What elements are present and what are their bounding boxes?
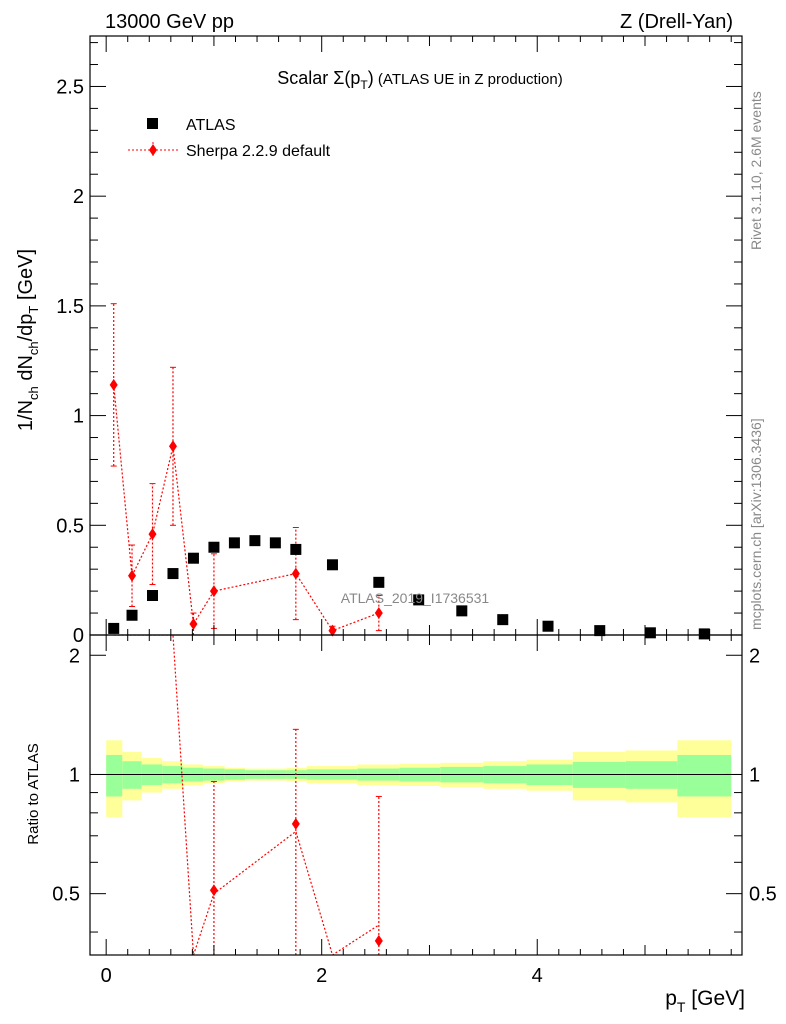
xlabel-b: [GeV] xyxy=(685,987,745,1010)
ylabel-c-sub: T xyxy=(26,306,41,314)
atlas-point xyxy=(147,590,159,602)
ratio-sherpa-point xyxy=(209,884,218,897)
legend-atlas-label: ATLAS xyxy=(186,117,236,134)
atlas-point xyxy=(126,609,138,621)
atlas-point xyxy=(228,537,240,549)
y-axis-label: 1/Nch dNch/dpT [GeV] xyxy=(15,249,41,431)
rivet-label: Rivet 3.1.10, 2.6M events xyxy=(748,91,764,250)
ratio-y-tick-label-right: 0.5 xyxy=(749,884,777,906)
ratio-sherpa-point xyxy=(374,934,383,947)
y-tick-label: 2 xyxy=(73,186,84,208)
sherpa-point xyxy=(148,528,157,541)
legend-sherpa-label: Sherpa 2.2.9 default xyxy=(186,143,331,160)
atlas-point xyxy=(497,614,509,626)
mcplots-label: mcplots.cern.ch [arXiv:1306.3436] xyxy=(748,418,764,630)
sherpa-point xyxy=(209,585,218,598)
x-axis-label: pT [GeV] xyxy=(665,987,745,1015)
sherpa-point xyxy=(168,440,177,453)
ratio-y-tick-label-left: 1 xyxy=(69,764,80,786)
ylabel-c: /dp xyxy=(15,314,37,342)
atlas-point xyxy=(326,559,338,571)
ylabel-d: [GeV] xyxy=(15,249,37,306)
y-tick-label: 0.5 xyxy=(56,515,84,537)
x-tick-label: 4 xyxy=(532,965,543,987)
atlas-point xyxy=(269,537,281,549)
analysis-watermark: ATLAS_2019_I1736531 xyxy=(341,590,490,606)
ratio-y-tick-label-right: 1 xyxy=(749,764,760,786)
sherpa-point xyxy=(374,607,383,620)
ratio-sherpa-series xyxy=(113,635,383,955)
atlas-point xyxy=(456,605,468,617)
atlas-point xyxy=(413,594,425,606)
atlas-point xyxy=(542,620,554,632)
main-series xyxy=(108,303,710,640)
header-right: Z (Drell-Yan) xyxy=(620,11,733,33)
xlabel-a: p xyxy=(665,987,677,1010)
legend-sherpa-marker xyxy=(149,144,157,156)
y-tick-label: 1.5 xyxy=(56,296,84,318)
atlas-point xyxy=(167,568,179,580)
sherpa-point xyxy=(291,567,300,580)
ratio-uncertainty-bands xyxy=(106,740,732,818)
ratio-sherpa-point xyxy=(291,817,300,830)
atlas-point xyxy=(644,627,656,639)
ylabel-a-sub: ch xyxy=(26,386,41,400)
y-tick-label: 1 xyxy=(73,406,84,428)
ratio-band-inner xyxy=(625,761,678,789)
ratio-band-inner xyxy=(677,754,732,797)
ratio-sherpa-line xyxy=(113,635,380,955)
ratio-band-inner xyxy=(106,754,123,797)
atlas-point xyxy=(290,543,302,555)
x-tick-label: 2 xyxy=(316,965,327,987)
sherpa-point xyxy=(189,618,198,631)
atlas-point xyxy=(108,622,120,634)
ratio-y-tick-label-right: 2 xyxy=(749,645,760,667)
x-tick-label: 0 xyxy=(101,965,112,987)
y-tick-label: 2.5 xyxy=(56,76,84,98)
sherpa-point xyxy=(109,378,118,391)
title-sigma: Σ(p xyxy=(333,68,360,88)
title-rest: (ATLAS UE in Z production) xyxy=(374,71,563,88)
atlas-point xyxy=(698,628,710,640)
legend-atlas-marker xyxy=(147,118,158,129)
ylabel-a: 1/N xyxy=(15,400,37,431)
ratio-band-inner xyxy=(122,761,142,789)
chart-title: Scalar Σ(pT) (ATLAS UE in Z production) xyxy=(277,68,562,92)
header-left: 13000 GeV pp xyxy=(105,11,234,33)
ylabel-b: dN xyxy=(15,355,37,386)
ratio-clipped xyxy=(113,635,383,955)
ratio-y-tick-label-left: 0.5 xyxy=(52,884,80,906)
ylabel-b-sub: ch xyxy=(26,341,41,355)
atlas-point xyxy=(249,535,261,547)
title-main: Scalar xyxy=(277,68,333,88)
xlabel-a-sub: T xyxy=(677,999,686,1015)
sherpa-point xyxy=(128,569,137,582)
axes: 0 2 400.511.522.50.5 0.51 12 2 xyxy=(52,35,777,987)
atlas-point xyxy=(187,552,199,564)
ratio-frame xyxy=(89,634,743,956)
atlas-point xyxy=(373,576,385,588)
atlas-point xyxy=(208,541,220,553)
legend: ATLAS Sherpa 2.2.9 default xyxy=(128,117,331,160)
title-sub-t: T xyxy=(360,78,368,92)
atlas-point xyxy=(594,625,606,637)
title-close: ) xyxy=(368,68,374,88)
sherpa-point xyxy=(328,624,337,637)
y-tick-label: 0 xyxy=(73,625,84,647)
ratio-y-axis-label: Ratio to ATLAS xyxy=(25,743,42,844)
ratio-y-tick-label-left: 2 xyxy=(69,645,80,667)
